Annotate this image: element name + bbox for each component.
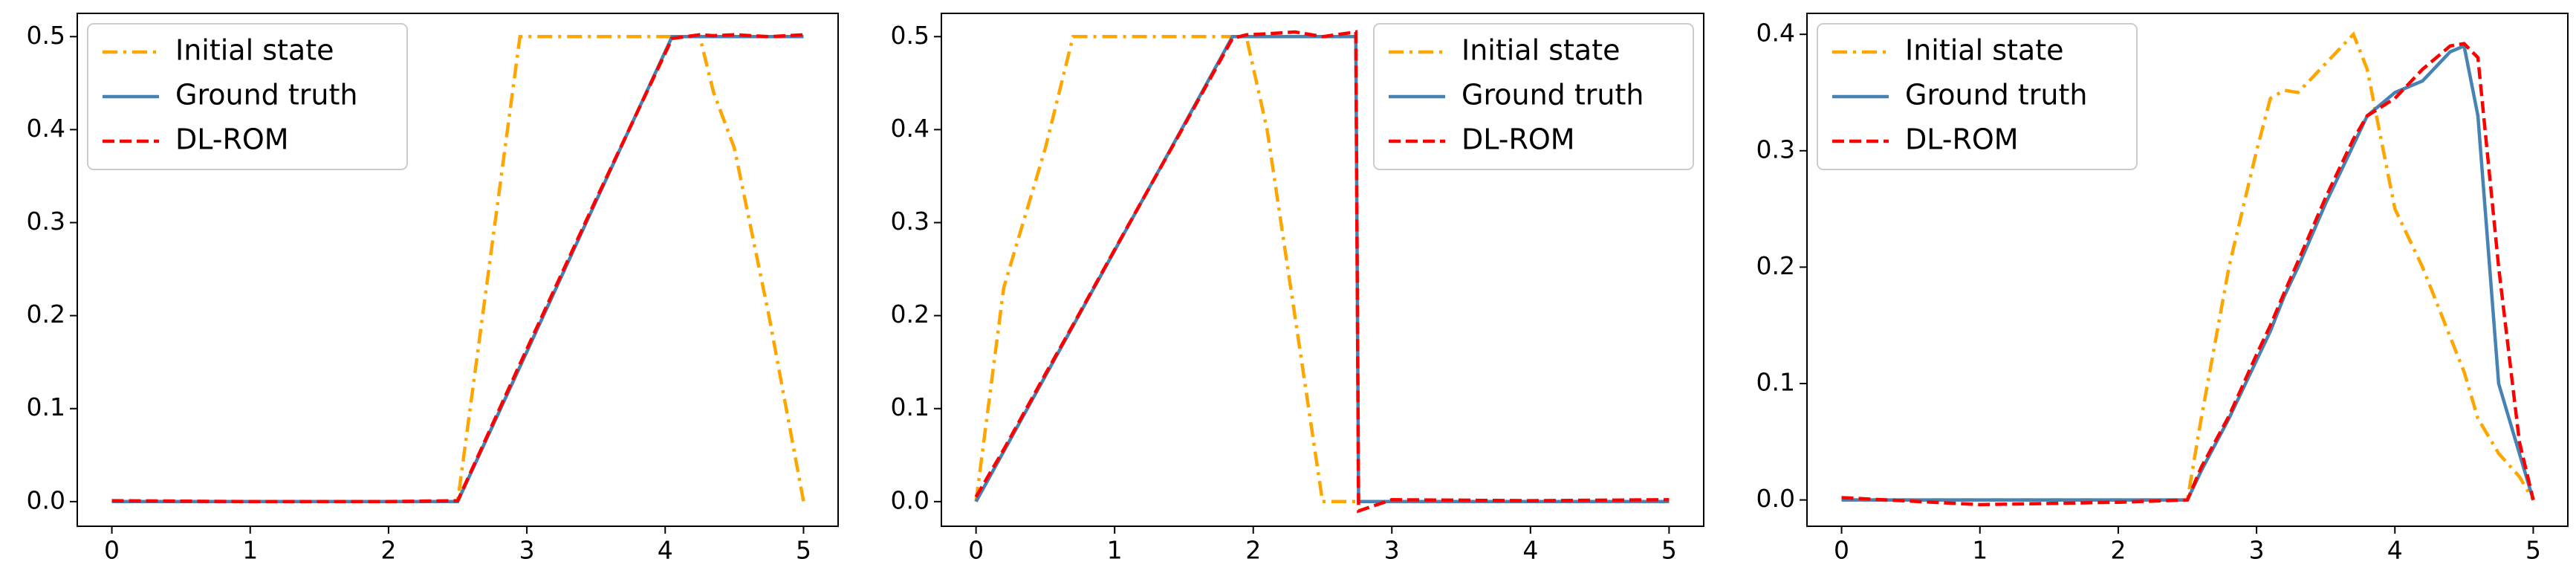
y-tick-label: 0.3 [27,207,65,236]
x-tick-label: 5 [2525,536,2541,565]
axes-frame [941,13,1704,527]
series-line [111,35,805,504]
y-tick-label: 0.1 [1756,368,1795,397]
x-tick-label: 4 [1522,536,1538,565]
panel: 0 1 2 3 4 5 0.0 0.1 0.2 0.3 0.4 0.5 Initial state Gro… [891,13,1704,565]
y-tick-label: 0.1 [891,392,929,421]
series-line [1841,43,2535,502]
y-tick-label: 0.4 [891,114,929,143]
x-tick-label: 4 [2387,536,2403,565]
x-tick-label: 1 [1107,536,1123,565]
panel: 0 1 2 3 4 5 0.0 0.1 0.2 0.3 0.4 Initial state Ground… [1756,13,2569,565]
y-tick-label: 0.1 [27,392,65,421]
legend-label: Initial state [175,34,334,67]
legend-box [87,23,408,170]
series-line [974,35,1670,504]
y-tick-label: 0.4 [1756,19,1795,48]
y-tick-label: 0.4 [27,114,65,143]
series-line [974,30,1670,514]
x-tick-label: 3 [1384,536,1400,565]
y-tick-label: 0.0 [27,485,65,514]
legend-label: DL-ROM [1905,123,2019,156]
y-tick-label: 0.3 [891,207,929,236]
x-tick-label: 3 [519,536,535,565]
x-tick-label: 5 [1661,536,1677,565]
series-line [1841,42,2535,507]
x-tick-label: 5 [796,536,811,565]
legend-box [1817,23,2138,170]
legend: Initial state Ground truth DL-ROM [87,23,408,170]
x-tick-label: 1 [242,536,258,565]
x-tick-label: 0 [1834,536,1849,565]
legend-label: Ground truth [1905,79,2087,111]
x-tick-label: 2 [2110,536,2126,565]
series-line [1841,31,2535,502]
y-tick-label: 0.5 [891,21,929,50]
legend-label: Initial state [1461,34,1620,67]
y-tick-label: 0.3 [1756,135,1795,164]
x-tick-label: 2 [1245,536,1261,565]
x-tick-label: 1 [1972,536,1988,565]
legend: Initial state Ground truth DL-ROM [1817,23,2138,170]
legend-label: Ground truth [175,79,357,111]
x-tick-label: 2 [380,536,396,565]
y-tick-label: 0.2 [1756,251,1795,280]
legend-label: DL-ROM [1461,123,1575,156]
x-tick-label: 0 [104,536,120,565]
legend-label: Initial state [1905,34,2064,67]
legend: Initial state Ground truth DL-ROM [1373,23,1694,170]
x-tick-label: 0 [968,536,984,565]
y-tick-label: 0.2 [27,300,65,329]
x-tick-label: 4 [658,536,673,565]
y-tick-label: 0.5 [27,21,65,50]
panel: 0 1 2 3 4 5 0.0 0.1 0.2 0.3 0.4 0.5 Initial state Gro… [27,13,839,565]
x-tick-label: 3 [2249,536,2265,565]
legend-box [1373,23,1694,170]
legend-label: DL-ROM [175,123,289,156]
y-tick-label: 0.0 [1756,484,1795,513]
y-tick-label: 0.2 [891,300,929,329]
axes-frame [1806,13,2569,527]
axes-frame [77,13,839,527]
series-line [111,33,804,504]
y-tick-label: 0.0 [891,485,929,514]
legend-label: Ground truth [1461,79,1644,111]
